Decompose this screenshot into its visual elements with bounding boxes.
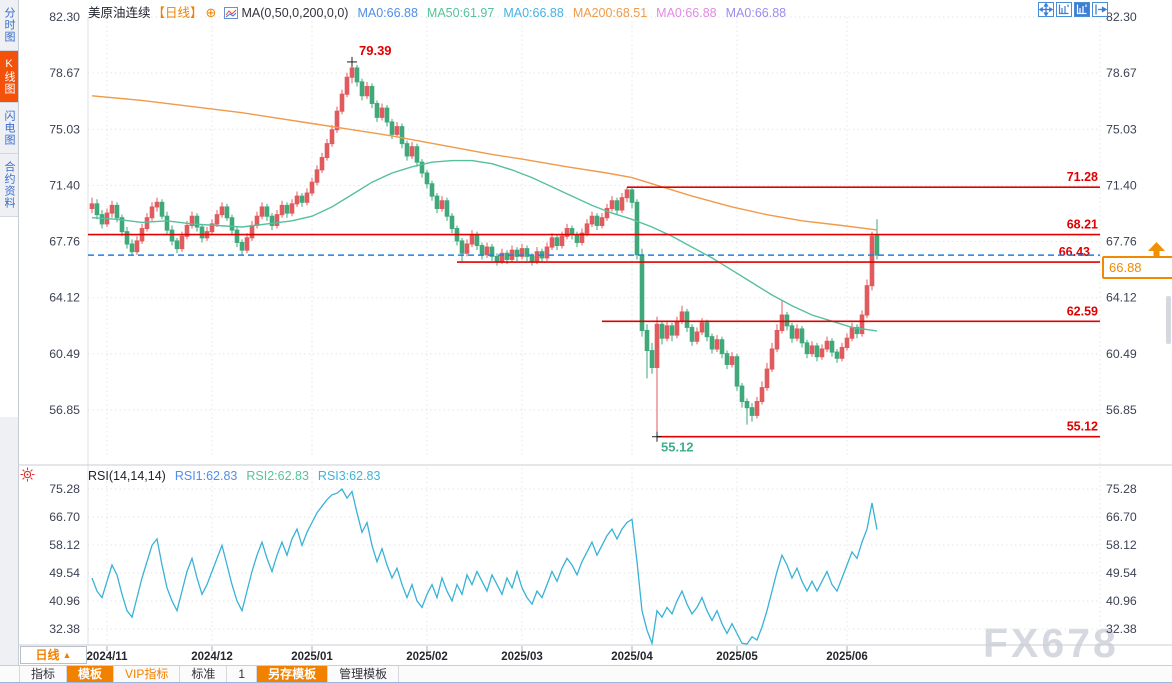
price-annotations: 79.39 55.12 (347, 43, 694, 455)
chevron-up-icon: ▲ (62, 650, 72, 660)
tab-1[interactable]: 1 (227, 666, 258, 682)
svg-text:82.30: 82.30 (1106, 10, 1137, 24)
svg-text:2025/03: 2025/03 (501, 651, 543, 663)
svg-text:60.49: 60.49 (1106, 347, 1137, 361)
svg-text:75.28: 75.28 (49, 482, 80, 496)
rsi-line (91, 487, 878, 646)
svg-text:82.30: 82.30 (49, 10, 80, 24)
symbol-title: 美原油连续 (88, 6, 151, 20)
add-indicator-icon[interactable]: ⊕ (205, 5, 217, 20)
chart-header: 美原油连续 【日线】 ⊕ MA(0,50,0,200,0,0) MA0:66.88 MA5… (88, 2, 786, 20)
svg-text:67.76: 67.76 (1106, 235, 1137, 249)
rsi-value-label: RSI2:62.83 (246, 469, 309, 483)
tab-指标[interactable]: 指标 (20, 666, 68, 682)
svg-text:55.12: 55.12 (1067, 420, 1098, 434)
svg-text:78.67: 78.67 (1106, 66, 1137, 80)
rsi-header: RSI(14,14,14) RSI1:62.83 RSI2:62.83 RSI3:62… (88, 469, 380, 483)
axis-setting-active-icon[interactable] (1074, 2, 1090, 17)
rsi-value-label: RSI1:62.83 (174, 469, 238, 483)
scrollbar-thumb[interactable] (1166, 296, 1171, 344)
period-selector[interactable]: 日线 ▲ (20, 646, 87, 664)
svg-text:62.59: 62.59 (1067, 304, 1098, 318)
ma-chart-icon (224, 7, 239, 22)
ma-value-label: MA0:66.88 (357, 6, 418, 20)
svg-text:2025/04: 2025/04 (611, 651, 653, 663)
indicator-settings-icon[interactable] (20, 467, 35, 487)
period-selector-label: 日线 (35, 648, 60, 662)
ma-value-label: MA200:68.51 (572, 6, 648, 20)
svg-text:75.03: 75.03 (1106, 122, 1137, 136)
svg-text:2025/02: 2025/02 (406, 651, 448, 663)
svg-text:58.12: 58.12 (1106, 538, 1137, 552)
svg-text:66.70: 66.70 (49, 510, 80, 524)
svg-text:56.85: 56.85 (1106, 403, 1137, 417)
svg-text:2024/11: 2024/11 (87, 651, 129, 663)
tab-另存模板[interactable]: 另存模板 (257, 666, 329, 682)
svg-text:40.96: 40.96 (49, 594, 80, 608)
svg-text:56.85: 56.85 (49, 403, 80, 417)
tab-模板[interactable]: 模板 (67, 666, 115, 682)
svg-text:67.76: 67.76 (49, 235, 80, 249)
ma-value-label: MA0:66.88 (656, 6, 717, 20)
svg-text:2025/06: 2025/06 (826, 651, 868, 663)
ma50-line (91, 159, 878, 332)
svg-text:75.03: 75.03 (49, 122, 80, 136)
svg-text:2025/01: 2025/01 (291, 651, 333, 663)
svg-text:75.28: 75.28 (1106, 482, 1137, 496)
pan-crosshair-icon[interactable] (1038, 2, 1054, 17)
last-price-box: 66.88 (1102, 256, 1172, 279)
svg-text:49.54: 49.54 (1106, 566, 1137, 580)
ma-param-label: MA(0,50,0,200,0,0) (241, 6, 349, 20)
axis-setting-icon[interactable] (1056, 2, 1072, 17)
svg-text:79.39: 79.39 (359, 43, 392, 58)
svg-text:2025/05: 2025/05 (716, 651, 758, 663)
period-tag[interactable]: 【日线】 (152, 6, 203, 20)
chart-toolbar (1038, 2, 1108, 17)
svg-text:32.38: 32.38 (1106, 622, 1137, 636)
svg-text:71.40: 71.40 (1106, 178, 1137, 192)
ma-value-label: MA0:66.88 (725, 6, 787, 20)
svg-text:58.12: 58.12 (49, 538, 80, 552)
fx678-watermark: FX678 (983, 620, 1119, 666)
tab-VIP指标[interactable]: VIP指标 (114, 666, 181, 682)
gridlines (18, 16, 1172, 651)
exit-right-icon[interactable] (1092, 2, 1108, 17)
svg-text:71.28: 71.28 (1067, 170, 1098, 184)
tab-标准[interactable]: 标准 (180, 666, 228, 682)
svg-text:64.12: 64.12 (49, 291, 80, 305)
sidebar-item-闪电图[interactable]: 闪电图 (0, 103, 18, 154)
candlestick-series (89, 61, 880, 437)
bottom-tab-bar: 指标 模板 VIP指标 标准 1 另存模板 管理模板 (0, 665, 1172, 683)
sidebar-item-K线图[interactable]: K线图 (0, 51, 18, 103)
rsi-value-label: RSI3:62.83 (317, 469, 381, 483)
sidebar-item-分时图[interactable]: 分时图 (0, 0, 18, 51)
svg-text:40.96: 40.96 (1106, 594, 1137, 608)
svg-text:64.12: 64.12 (1106, 291, 1137, 305)
axis-tick-labels: 82.30 82.30 78.67 78.67 75.03 75.03 71.40 71.40… (49, 10, 1137, 663)
ma-values: MA0:66.88 MA50:61.97 MA0:66.88 MA200:68.51 M… (348, 6, 786, 20)
last-price-value: 66.88 (1109, 260, 1142, 275)
ma200-line (91, 95, 878, 231)
svg-text:55.12: 55.12 (661, 440, 694, 455)
ma-value-label: MA50:61.97 (426, 6, 495, 20)
sidebar-item-合约资料[interactable]: 合约资料 (0, 154, 18, 217)
price-up-arrow-icon (1148, 242, 1165, 262)
svg-text:49.54: 49.54 (49, 566, 80, 580)
chart-canvas[interactable]: 82.30 82.30 78.67 78.67 75.03 75.03 71.40 71.40… (0, 0, 1172, 665)
left-sidebar: 分时图 K线图 闪电图 合约资料 (0, 0, 19, 683)
svg-text:32.38: 32.38 (49, 622, 80, 636)
svg-text:68.21: 68.21 (1067, 218, 1098, 232)
svg-text:66.70: 66.70 (1106, 510, 1137, 524)
rsi-param-label: RSI(14,14,14) (88, 469, 166, 483)
horizontal-price-lines[interactable]: 71.28 68.21 66.43 62.59 55.12 (88, 170, 1100, 438)
tab-管理模板[interactable]: 管理模板 (328, 666, 400, 682)
svg-text:2024/12: 2024/12 (191, 651, 233, 663)
svg-text:78.67: 78.67 (49, 66, 80, 80)
ma-value-label: MA0:66.88 (503, 6, 564, 20)
svg-text:60.49: 60.49 (49, 347, 80, 361)
svg-text:71.40: 71.40 (49, 178, 80, 192)
svg-text:66.43: 66.43 (1059, 245, 1090, 259)
rsi-values: RSI1:62.83 RSI2:62.83 RSI3:62.83 (166, 469, 381, 483)
